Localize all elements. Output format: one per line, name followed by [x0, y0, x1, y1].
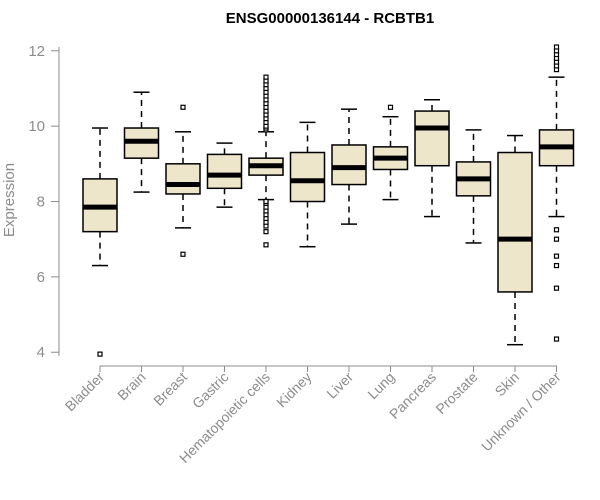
iqr-box	[497, 151, 533, 293]
box-liver	[331, 108, 367, 225]
y-tick-label: 12	[28, 43, 45, 60]
x-tick-label: Liver	[323, 369, 356, 402]
box-kidney	[289, 121, 326, 248]
box-brain	[123, 91, 160, 193]
outlier-point	[553, 236, 560, 242]
x-tick-label: Breast	[150, 369, 190, 409]
box-hematopoietic-cells	[248, 74, 284, 248]
y-tick-label: 8	[37, 194, 45, 211]
outlier-point	[553, 253, 560, 259]
x-tick-label: Bladder	[62, 369, 108, 415]
box-breast	[165, 104, 201, 257]
outlier-point	[97, 351, 103, 357]
outlier-point	[553, 262, 560, 269]
iqr-box	[206, 153, 243, 190]
x-tick-label: Unknown / Other	[478, 369, 564, 455]
outlier-point	[263, 242, 269, 248]
y-tick-label: 6	[37, 269, 45, 286]
outlier-point	[553, 285, 560, 291]
x-tick-label: Lung	[364, 369, 397, 402]
y-tick-label: 4	[37, 344, 45, 361]
x-tick-label: Brain	[114, 369, 148, 403]
iqr-box	[165, 163, 201, 195]
outlier-point	[263, 74, 269, 80]
outlier-point	[263, 198, 269, 205]
box-gastric	[206, 142, 243, 208]
outlier-point	[180, 104, 186, 110]
box-series	[82, 44, 575, 357]
y-axis-ticks: 4 6 8 10 12	[28, 43, 59, 361]
x-tick-label: Kidney	[273, 369, 315, 411]
box-pancreas	[414, 99, 450, 218]
chart-title: ENSG00000136144 - RCBTB1	[226, 10, 434, 27]
iqr-box	[331, 144, 367, 186]
box-prostate	[455, 129, 492, 244]
x-tick-label: Skin	[492, 369, 523, 400]
box-skin	[497, 134, 533, 346]
box-lung	[372, 104, 409, 201]
outlier-point	[553, 336, 560, 342]
iqr-box	[289, 151, 326, 203]
outlier-point	[553, 227, 560, 233]
outlier-point	[180, 251, 186, 257]
outlier-point	[553, 44, 560, 50]
outlier-point	[263, 229, 269, 235]
y-axis-label: Expression	[1, 163, 18, 237]
x-tick-label: Prostate	[432, 369, 480, 417]
box-unknown-other	[538, 44, 575, 342]
box-bladder	[82, 127, 118, 357]
y-tick-label: 10	[28, 118, 45, 135]
outlier-point	[387, 104, 394, 110]
iqr-box	[414, 110, 450, 167]
